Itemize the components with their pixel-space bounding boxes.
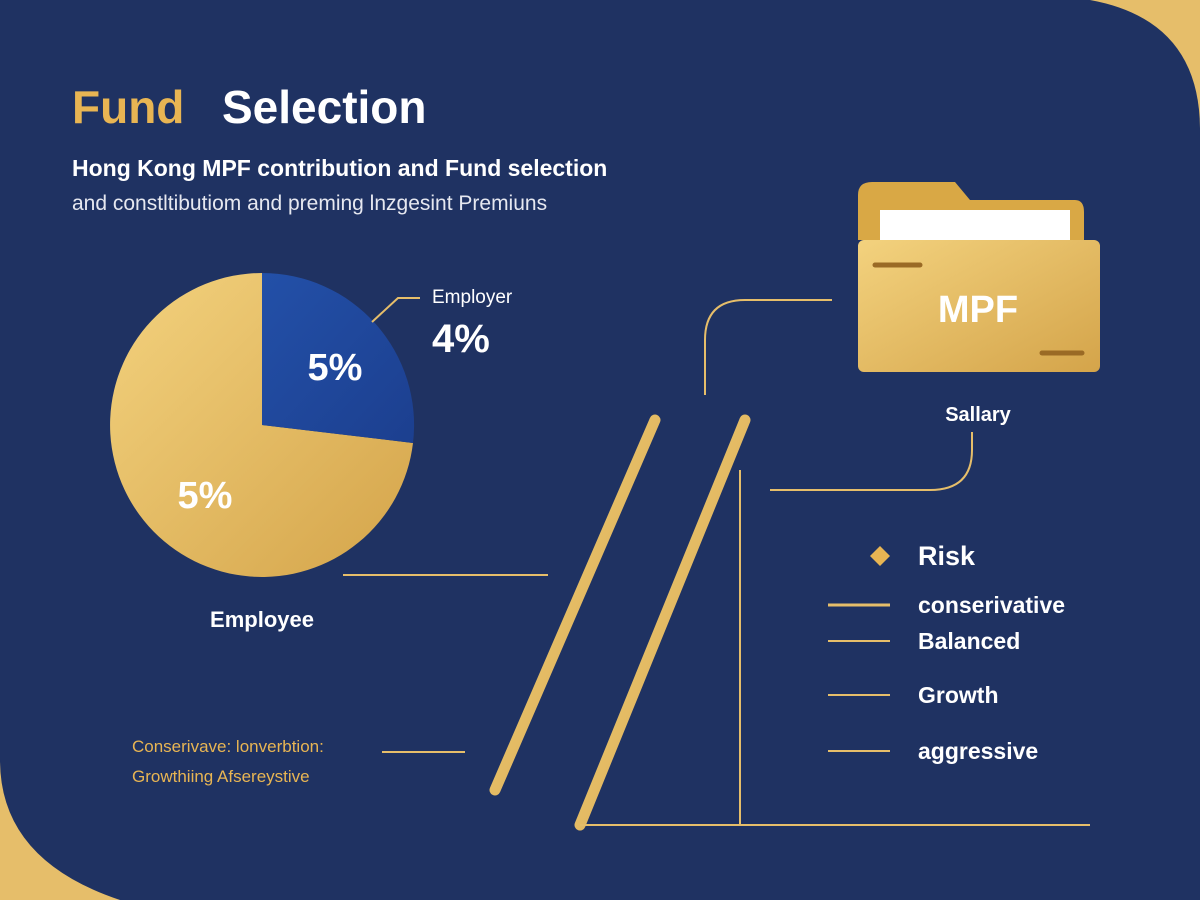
risk-heading: Risk	[918, 541, 976, 571]
subtitle: Hong Kong MPF contribution and Fund sele…	[72, 155, 607, 181]
folder-label: MPF	[938, 289, 1018, 331]
pie-gold-label: 5%	[178, 475, 233, 517]
employee-label: Employee	[210, 607, 314, 632]
footnote: Growthiing Afsereystive	[132, 767, 310, 786]
risk-level: conserivative	[918, 592, 1065, 618]
risk-level: Balanced	[918, 628, 1020, 654]
pie-blue-slice	[262, 273, 415, 443]
footnote: Conserivave: lonverbtion:	[132, 737, 324, 756]
pie-blue-label: 5%	[308, 347, 363, 389]
title-main: Selection	[222, 81, 427, 133]
pie-gold-slice	[110, 273, 413, 577]
connectors	[382, 299, 1090, 826]
risk-list: conserivative Balanced Growth aggressive	[828, 592, 1065, 764]
folder-caption: Sallary	[945, 404, 1011, 426]
risk-level: Growth	[918, 682, 999, 708]
employer-label: Employer	[432, 287, 513, 308]
risk-level: aggressive	[918, 738, 1038, 764]
employer-leader	[371, 297, 420, 323]
subtitle-2: and constltibutiom and preming lnzgesint…	[72, 192, 547, 215]
folder-front	[858, 240, 1100, 372]
title-accent: Fund	[72, 81, 184, 133]
risk-icon	[870, 546, 890, 566]
ladder	[489, 414, 751, 831]
employer-value: 4%	[432, 317, 490, 361]
